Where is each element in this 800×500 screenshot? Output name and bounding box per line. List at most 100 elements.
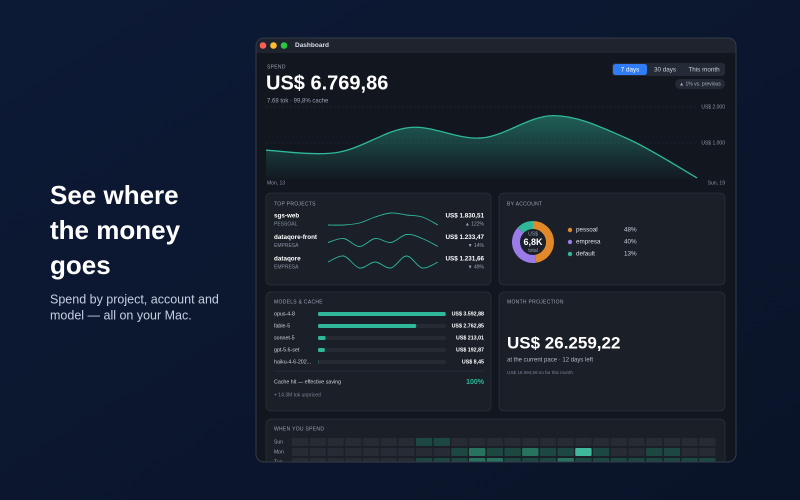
donut-segment <box>517 221 534 234</box>
card-title: BY ACCOUNT <box>507 201 542 207</box>
bar-track <box>318 348 446 352</box>
heat-cell <box>504 458 521 462</box>
project-name: dataqore <box>274 256 301 263</box>
heat-cell <box>522 458 539 462</box>
heat-cell <box>309 448 327 456</box>
heat-cell <box>433 448 450 456</box>
project-name: dataqore-front <box>274 234 318 241</box>
heat-cell <box>575 438 592 446</box>
heat-cell <box>628 438 645 446</box>
close-button[interactable] <box>259 42 267 49</box>
heat-cell <box>628 458 645 462</box>
heat-cell <box>557 458 574 462</box>
heat-cell <box>539 458 557 462</box>
card-title: MODELS & CACHE <box>274 299 323 305</box>
project-name: sgs-web <box>274 213 299 220</box>
model-name: gpt-5.6-set <box>274 347 300 353</box>
bar <box>318 312 446 316</box>
heat-cell <box>557 448 574 456</box>
heat-cell <box>592 458 610 462</box>
project-change: ▼ 14% <box>468 243 485 249</box>
heat-cell <box>486 438 504 446</box>
donut-segment <box>532 221 554 263</box>
model-name: opus-4-8 <box>274 311 295 317</box>
heat-cell <box>345 458 362 462</box>
heat-cell <box>699 438 716 446</box>
spend-detail: 7.68 tok · 99,8% cache <box>267 99 329 105</box>
heat-cell <box>486 458 504 462</box>
legend-dot <box>567 251 573 257</box>
heat-cell <box>345 438 362 446</box>
heat-cell <box>380 448 397 456</box>
heat-cell <box>292 458 309 462</box>
heat-cell <box>309 438 327 446</box>
bar-track <box>318 360 446 364</box>
zoom-button[interactable] <box>280 42 288 49</box>
heat-cell <box>327 448 344 456</box>
change-pill <box>675 79 725 89</box>
heat-cell <box>504 438 521 446</box>
heat-cell <box>451 438 468 446</box>
project-amount: US$ 1.231,66 <box>445 256 484 263</box>
heat-cell <box>610 438 627 446</box>
legend-label: default <box>576 251 595 258</box>
legend-dot <box>567 227 573 233</box>
project-account: EMPRESA <box>274 243 299 249</box>
y-tick-label: US$ 2.000 <box>701 104 725 110</box>
heat-cell <box>522 448 539 456</box>
legend-label: pessoal <box>576 227 598 234</box>
heat-cell <box>575 458 592 462</box>
heat-cell <box>362 438 380 446</box>
heat-cell <box>575 448 592 456</box>
project-account: PESSOAL <box>274 221 298 227</box>
heat-cell <box>309 458 327 462</box>
range-button-active[interactable] <box>613 64 647 75</box>
heat-cell <box>362 448 380 456</box>
legend-label: empresa <box>576 239 601 246</box>
heat-cell <box>628 448 645 456</box>
range-button: This month <box>688 67 720 74</box>
subtitle: model — all on your Mac. <box>50 308 192 322</box>
heat-cell <box>610 458 627 462</box>
change-badge: ▲ 1% vs. previous <box>679 82 721 88</box>
heat-cell <box>415 448 433 456</box>
heat-cell <box>663 448 681 456</box>
heat-cell <box>592 438 610 446</box>
heat-cell <box>415 438 433 446</box>
heat-cell <box>327 458 344 462</box>
model-name: fable-5 <box>274 323 290 329</box>
donut-center: US$ <box>528 231 538 237</box>
app-window: Dashboard SPEND US$ 6.769,86 7.68 tok · 99,… <box>256 38 736 465</box>
project-change: ▲ 122% <box>465 221 485 227</box>
bar <box>318 336 326 340</box>
minimize-button[interactable] <box>270 42 277 49</box>
heat-cell <box>398 458 415 462</box>
card <box>498 291 726 412</box>
heat-cell <box>681 458 698 462</box>
headline: the money <box>50 215 181 245</box>
card-title: TOP PROJECTS <box>274 201 316 207</box>
heat-cell <box>610 448 627 456</box>
day-label: Sun <box>274 439 283 445</box>
heat-cell <box>380 458 397 462</box>
day-label: Tue <box>274 459 283 465</box>
model-name: sonnet-5 <box>274 335 295 341</box>
donut-center: 6,8K <box>523 237 543 247</box>
model-name: haiku-4-6-202... <box>274 359 311 365</box>
projection-amount: US$ 26.259,22 <box>507 333 620 352</box>
heat-cell <box>433 438 450 446</box>
heat-cell <box>504 448 521 456</box>
heat-cell <box>646 438 663 446</box>
heat-cell <box>292 448 309 456</box>
heat-cell <box>699 448 716 456</box>
heat-cell <box>469 458 486 462</box>
card-title: WHEN YOU SPEND <box>274 426 324 432</box>
unpriced-note: + 14.3M tok unpriced <box>274 392 321 398</box>
heat-cell <box>681 448 698 456</box>
heat-cell <box>451 458 468 462</box>
title-bar <box>256 38 736 53</box>
legend-dot <box>567 239 573 245</box>
x-tick-label: Mon, 13 <box>267 180 285 186</box>
headline: goes <box>50 250 111 280</box>
